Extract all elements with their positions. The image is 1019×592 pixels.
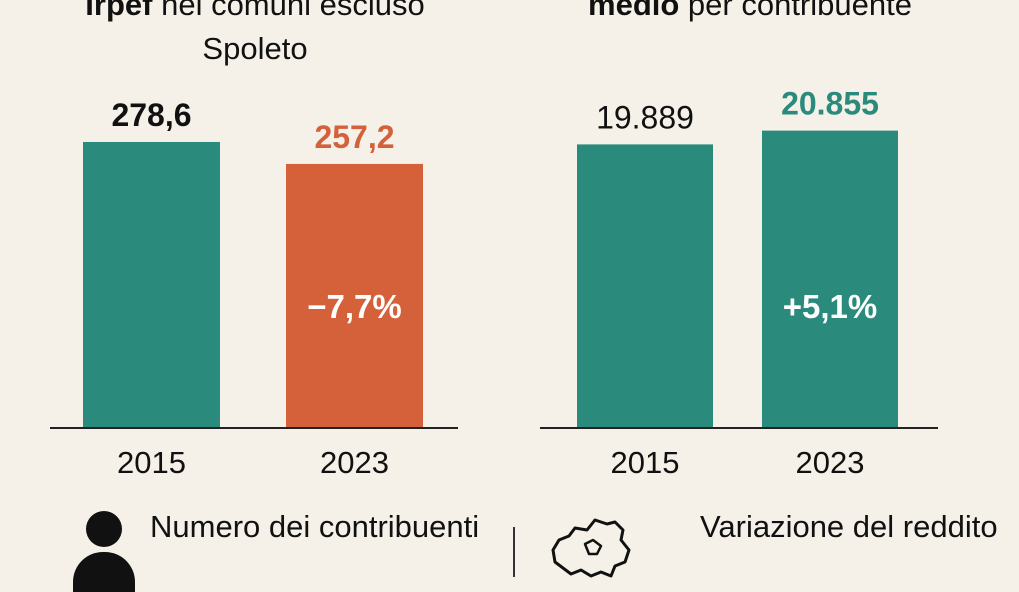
legend-contribuenti: Numero dei contribuenti — [150, 509, 480, 544]
left-title-bold: Irpef — [85, 0, 153, 22]
bar-2015 — [577, 144, 713, 429]
right-chart-title: medio per contribuente — [520, 0, 980, 23]
right-title-rest: per contribuente — [679, 0, 912, 22]
map-icon — [551, 518, 631, 578]
value-label-2015: 19.889 — [596, 99, 694, 135]
change-label: +5,1% — [783, 288, 878, 325]
chart-reddito-medio: 19.889 2015 20.855 2023 +5,1% — [540, 86, 938, 480]
tick-label-2015: 2015 — [117, 445, 186, 480]
right-title-bold: medio — [588, 0, 680, 22]
tick-label-2023: 2023 — [796, 445, 865, 480]
left-chart-title-line2: Spoleto — [202, 31, 308, 66]
person-icon-head — [86, 511, 122, 547]
bar-2023 — [286, 163, 423, 428]
left-title-rest: nei comuni escluso — [152, 0, 425, 22]
left-chart-title-line1: Irpef nei comuni escluso — [30, 0, 480, 23]
legend-variazione: Variazione del reddito — [700, 509, 998, 544]
change-label: −7,7% — [307, 288, 402, 325]
legend-divider — [513, 527, 515, 577]
tick-label-2015: 2015 — [611, 445, 680, 480]
value-label-2023: 20.855 — [781, 86, 879, 122]
chart-irpef: 278,6 2015 257,2 2023 −7,7% — [50, 97, 458, 480]
bar-2023 — [762, 130, 898, 428]
value-label-2023: 257,2 — [314, 119, 394, 155]
charts-canvas: 278,6 2015 257,2 2023 −7,7% 19.889 2015 20.855… — [50, 86, 938, 480]
bar-2015 — [83, 141, 220, 428]
value-label-2015: 278,6 — [111, 97, 191, 133]
tick-label-2023: 2023 — [320, 445, 389, 480]
